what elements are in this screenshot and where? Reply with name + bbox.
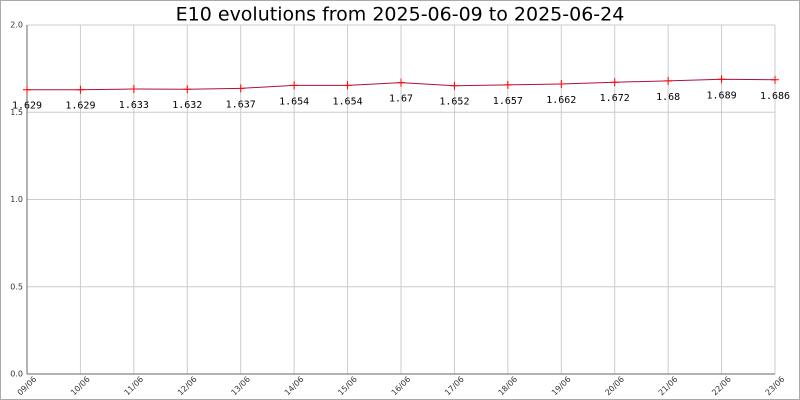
marker [717,75,726,84]
marker [664,76,673,85]
marker [450,81,459,90]
value-label: 1.633 [119,100,149,111]
value-label: 1.629 [65,101,95,112]
marker [236,84,245,93]
y-tick-label: 1.0 [10,195,23,204]
marker [771,75,779,84]
y-tick-label: 2.0 [10,21,23,30]
marker [397,78,405,87]
value-label: 1.652 [439,97,469,108]
y-tick-label: 0.5 [10,282,23,291]
value-label: 1.68 [656,92,680,103]
y-tick-label: 1.5 [10,108,23,117]
value-label: 1.67 [389,94,413,105]
marker [503,80,512,89]
value-label: 1.632 [172,100,202,111]
chart-title: E10 evolutions from 2025-06-09 to 2025-0… [176,4,625,26]
value-label: 1.662 [546,95,576,106]
marker [557,79,566,88]
value-label: 1.629 [12,101,42,112]
value-label: 1.672 [600,93,630,104]
marker [129,85,138,94]
marker [76,85,85,94]
marker [290,81,299,90]
value-label: 1.686 [760,91,790,102]
y-tick-label: 0.0 [10,370,23,379]
value-label: 1.657 [493,96,523,107]
marker [183,85,192,94]
value-label: 1.637 [226,99,256,110]
value-label: 1.654 [279,96,309,107]
value-label: 1.689 [707,90,737,101]
marker [610,78,619,87]
marker [343,81,352,90]
marker [23,85,31,94]
value-label: 1.654 [333,96,363,107]
